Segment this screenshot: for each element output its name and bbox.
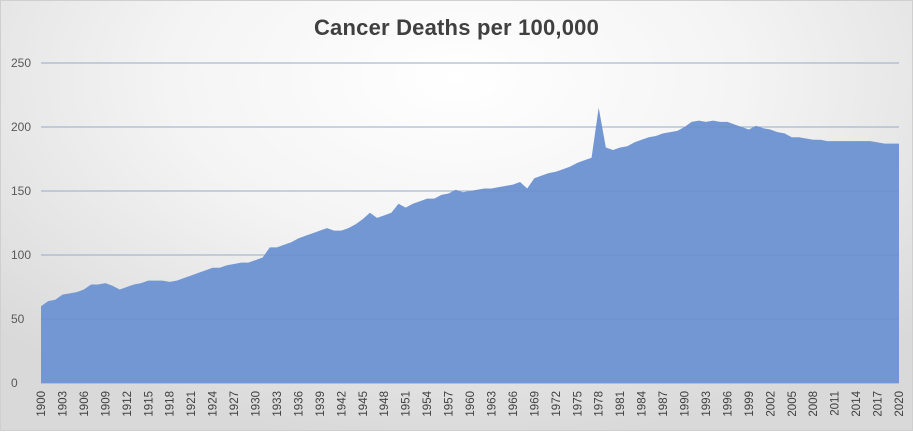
- x-tick-label-1939: 1939: [315, 391, 327, 417]
- x-tick-label-1945: 1945: [358, 391, 370, 417]
- x-tick-label-1900: 1900: [36, 391, 48, 417]
- y-tick-label-50: 50: [11, 312, 25, 326]
- y-tick-label-0: 0: [11, 376, 18, 390]
- x-tick-label-1978: 1978: [594, 391, 606, 417]
- x-tick-label-1909: 1909: [100, 391, 112, 417]
- x-tick-label-1918: 1918: [165, 391, 177, 417]
- x-tick-label-1915: 1915: [143, 391, 155, 417]
- x-tick-label-2005: 2005: [787, 391, 799, 417]
- x-tick-label-1999: 1999: [744, 391, 756, 417]
- x-tick-label-1957: 1957: [444, 391, 456, 417]
- x-tick-label-1975: 1975: [572, 391, 584, 417]
- x-tick-label-1990: 1990: [680, 391, 692, 417]
- chart-title: Cancer Deaths per 100,000: [313, 15, 600, 40]
- x-tick-label-1969: 1969: [529, 391, 541, 417]
- x-tick-label-1936: 1936: [293, 391, 305, 417]
- y-tick-label-150: 150: [11, 184, 31, 198]
- x-tick-label-1987: 1987: [658, 391, 670, 417]
- x-tick-label-1927: 1927: [229, 391, 241, 417]
- x-tick-label-1960: 1960: [465, 391, 477, 417]
- x-tick-label-2014: 2014: [851, 390, 863, 416]
- x-tick-label-2011: 2011: [830, 391, 842, 416]
- x-tick-label-1981: 1981: [615, 391, 627, 417]
- x-tick-label-2002: 2002: [765, 391, 777, 417]
- x-tick-label-1924: 1924: [208, 390, 220, 416]
- x-tick-label-1921: 1921: [186, 391, 198, 417]
- x-tick-label-1906: 1906: [79, 391, 91, 417]
- x-tick-label-1930: 1930: [251, 391, 263, 417]
- x-tick-label-1996: 1996: [722, 391, 734, 417]
- x-tick-label-1933: 1933: [272, 391, 284, 417]
- y-tick-label-250: 250: [11, 56, 31, 70]
- area-series: [41, 107, 899, 384]
- x-tick-label-2020: 2020: [894, 391, 906, 417]
- y-tick-label-100: 100: [11, 248, 31, 262]
- x-tick-label-1912: 1912: [122, 391, 134, 417]
- x-tick-label-1948: 1948: [379, 391, 391, 417]
- x-tick-label-2008: 2008: [808, 391, 820, 417]
- x-tick-label-1984: 1984: [637, 390, 649, 416]
- x-tick-label-1903: 1903: [57, 391, 69, 417]
- x-tick-label-1963: 1963: [486, 391, 498, 417]
- x-tick-label-1951: 1951: [401, 391, 413, 417]
- x-tick-label-1942: 1942: [336, 391, 348, 417]
- y-tick-label-200: 200: [11, 120, 31, 134]
- x-tick-label-1966: 1966: [508, 391, 520, 417]
- x-tick-label-1972: 1972: [551, 391, 563, 417]
- x-tick-label-1993: 1993: [701, 391, 713, 417]
- x-tick-label-2017: 2017: [873, 391, 885, 417]
- x-tick-label-1954: 1954: [422, 390, 434, 416]
